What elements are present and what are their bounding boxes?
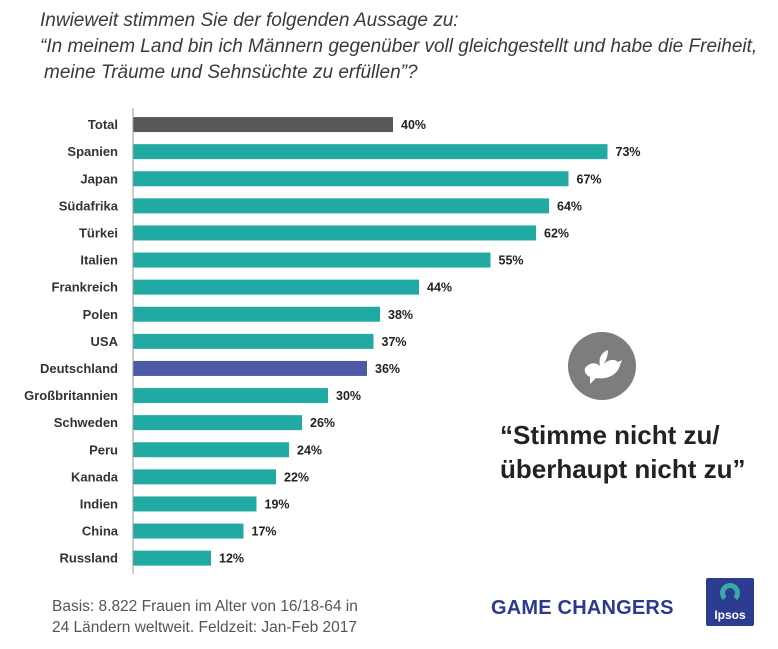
category-label: Indien	[80, 496, 118, 511]
footnote: Basis: 8.822 Frauen im Alter von 16/18-6…	[52, 596, 432, 638]
value-label: 30%	[336, 389, 361, 403]
annotation-line-2: überhaupt nicht zu”	[500, 454, 746, 484]
value-label: 24%	[297, 443, 322, 457]
value-label: 36%	[375, 362, 400, 376]
bar	[133, 333, 374, 349]
ipsos-logo: Ipsos	[706, 578, 754, 626]
category-label: Peru	[89, 442, 118, 457]
bar	[133, 306, 380, 322]
bar	[133, 550, 211, 566]
category-label: USA	[91, 334, 119, 349]
category-label: Frankreich	[52, 280, 119, 295]
bar	[133, 171, 569, 187]
bar	[133, 415, 302, 431]
logo-swirl-icon	[720, 583, 740, 603]
category-label: Deutschland	[40, 361, 118, 376]
value-label: 37%	[382, 335, 407, 349]
bar	[133, 252, 491, 268]
bar	[133, 279, 419, 295]
category-label: Großbritannien	[24, 388, 118, 403]
footnote-line-1: Basis: 8.822 Frauen im Alter von 16/18-6…	[52, 598, 358, 615]
bar	[133, 144, 608, 160]
bar	[133, 198, 549, 214]
value-label: 55%	[499, 254, 524, 268]
value-label: 64%	[557, 199, 582, 213]
bar-chart: Total 40% Spanien 73% Japan 67% Südafrika 64% Tü…	[24, 108, 641, 574]
bar	[133, 117, 393, 133]
value-label: 12%	[219, 552, 244, 566]
value-label: 26%	[310, 416, 335, 430]
question-line-2: “In meinem Land bin ich Männern gegenübe…	[40, 36, 758, 57]
question-line-3: meine Träume und Sehnsüchte zu erfüllen”…	[44, 62, 418, 83]
bar	[133, 225, 536, 241]
value-label: 62%	[544, 226, 569, 240]
category-label: Spanien	[67, 144, 118, 159]
category-label: Südafrika	[59, 198, 119, 213]
category-label: Russland	[59, 551, 118, 566]
logo-text: Ipsos	[714, 608, 746, 622]
category-label: Total	[88, 117, 118, 132]
value-label: 19%	[265, 497, 290, 511]
bar	[133, 469, 276, 485]
value-label: 22%	[284, 470, 309, 484]
value-label: 44%	[427, 281, 452, 295]
value-label: 40%	[401, 118, 426, 132]
question-text: Inwieweit stimmen Sie der folgenden Auss…	[40, 8, 775, 86]
category-label: China	[82, 524, 119, 539]
dove-icon	[568, 332, 636, 400]
bar	[133, 442, 289, 458]
annotation-line-1: “Stimme nicht zu/	[500, 420, 720, 450]
category-label: Polen	[83, 307, 118, 322]
value-label: 38%	[388, 308, 413, 322]
bar	[133, 496, 257, 512]
category-label: Schweden	[54, 415, 118, 430]
brand-label: GAME CHANGERS	[491, 597, 674, 619]
footnote-line-2: 24 Ländern weltweit. Feldzeit: Jan-Feb 2…	[52, 619, 358, 636]
category-label: Kanada	[71, 469, 119, 484]
bar	[133, 523, 244, 539]
value-label: 67%	[577, 172, 602, 186]
category-label: Türkei	[79, 225, 118, 240]
value-label: 17%	[252, 525, 277, 539]
category-label: Italien	[80, 253, 118, 268]
annotation-text: “Stimme nicht zu/ überhaupt nicht zu”	[500, 418, 770, 486]
bar	[133, 388, 328, 404]
question-line-1: Inwieweit stimmen Sie der folgenden Auss…	[40, 10, 459, 31]
value-label: 73%	[616, 145, 641, 159]
bar	[133, 360, 367, 376]
category-label: Japan	[80, 171, 118, 186]
